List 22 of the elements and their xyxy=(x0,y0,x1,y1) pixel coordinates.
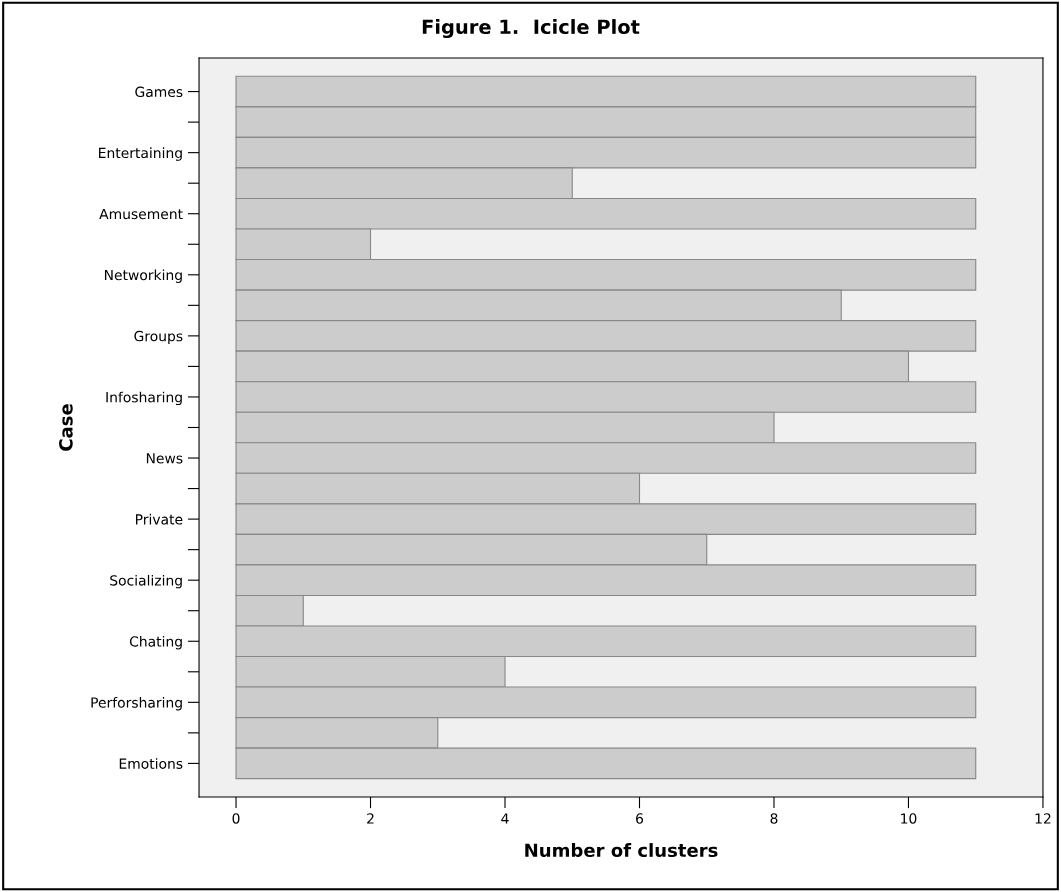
x-tick-label: 2 xyxy=(367,813,374,824)
y-tick-label: Perforsharing xyxy=(91,697,182,711)
y-tick-label: Games xyxy=(135,86,183,98)
x-tick-label: 10 xyxy=(901,813,917,824)
y-tick-label: Private xyxy=(136,513,183,525)
y-tick-label: Emotions xyxy=(119,758,183,769)
y-tick-label: Entertaining xyxy=(99,147,182,161)
x-tick-label: 6 xyxy=(636,813,644,824)
y-tick-label: Infosharing xyxy=(106,391,182,406)
y-tick-label: Amusement xyxy=(99,208,183,220)
chart-title: Figure 1. Icicle Plot xyxy=(422,19,640,39)
x-axis-title: Number of clusters xyxy=(525,843,718,858)
x-tick-label: 0 xyxy=(232,813,240,824)
y-tick-label: Groups xyxy=(134,330,183,345)
y-axis-title: Case xyxy=(59,404,73,451)
y-tick-label: Chating xyxy=(129,635,182,650)
x-tick-label: 8 xyxy=(770,813,778,824)
x-tick-label: 12 xyxy=(1035,813,1051,824)
y-tick-label: Socializing xyxy=(110,574,182,589)
y-tick-label: Networking xyxy=(104,269,182,283)
y-tick-label: News xyxy=(146,453,183,464)
x-tick-label: 4 xyxy=(501,813,509,824)
